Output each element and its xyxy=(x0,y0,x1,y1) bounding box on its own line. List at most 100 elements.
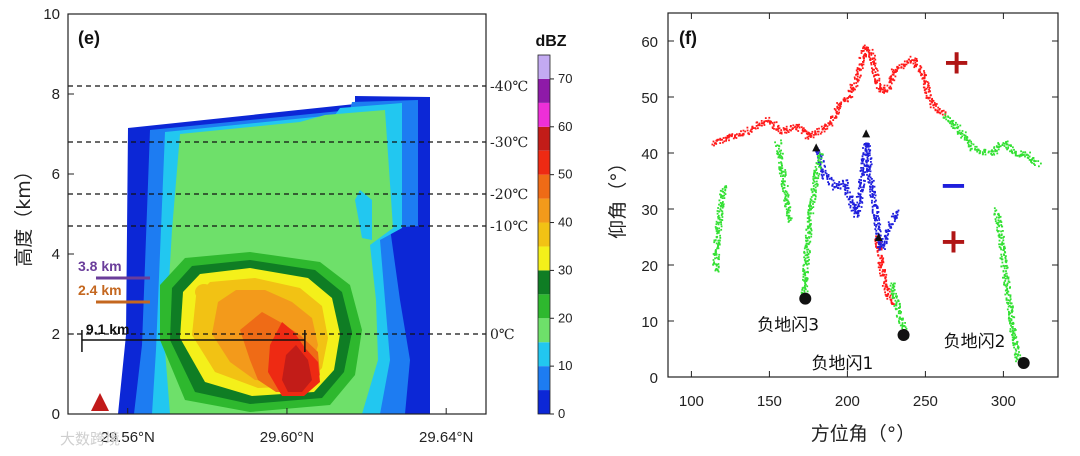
source-point xyxy=(856,201,859,204)
source-point xyxy=(877,74,880,76)
colorbar-segment-13 xyxy=(538,78,550,103)
source-point xyxy=(774,141,776,144)
source-point xyxy=(867,178,870,180)
source-point xyxy=(900,311,902,313)
source-point xyxy=(853,207,856,209)
source-point xyxy=(1004,280,1007,282)
source-point xyxy=(795,128,798,131)
source-point xyxy=(804,137,807,140)
source-point xyxy=(966,139,969,141)
source-point xyxy=(723,140,726,143)
source-point xyxy=(897,209,900,212)
source-point xyxy=(862,158,865,160)
source-point xyxy=(903,60,906,63)
source-point xyxy=(870,54,873,56)
source-point xyxy=(1021,154,1024,157)
source-point xyxy=(956,123,959,126)
source-point xyxy=(970,140,972,143)
source-point xyxy=(718,239,721,242)
source-point xyxy=(881,238,884,240)
source-point xyxy=(958,132,961,134)
source-point xyxy=(868,49,871,52)
source-point xyxy=(1003,276,1006,279)
isotherm-label: 0℃ xyxy=(490,327,515,343)
source-point xyxy=(967,143,970,146)
source-point xyxy=(881,263,883,266)
source-point xyxy=(802,127,805,130)
source-point xyxy=(1006,284,1009,287)
source-point xyxy=(954,123,956,126)
source-point xyxy=(952,119,955,122)
source-point xyxy=(739,134,742,137)
height-markers: 3.8 km2.4 km xyxy=(78,258,150,304)
source-point xyxy=(815,191,817,194)
source-point xyxy=(983,149,985,152)
source-point xyxy=(877,215,879,217)
source-point xyxy=(874,240,877,242)
source-point xyxy=(790,125,792,127)
source-point xyxy=(895,304,898,307)
source-point xyxy=(808,230,811,233)
source-point xyxy=(916,63,918,66)
source-point xyxy=(803,271,806,274)
source-point xyxy=(1005,255,1007,257)
source-point xyxy=(716,210,719,212)
source-point xyxy=(777,127,780,130)
source-point xyxy=(1000,265,1003,268)
source-point xyxy=(849,195,852,198)
colorbar-tick-label: 40 xyxy=(558,215,572,230)
source-point xyxy=(788,215,791,217)
source-point xyxy=(879,229,881,231)
source-point xyxy=(996,226,999,229)
source-point xyxy=(998,239,1001,242)
ground-strike-marker-0 xyxy=(799,292,812,305)
source-point xyxy=(890,299,892,301)
charge-symbol: + xyxy=(939,222,968,262)
source-point xyxy=(1006,140,1009,143)
source-point xyxy=(860,196,862,198)
source-point xyxy=(787,195,790,198)
source-point xyxy=(866,156,869,159)
panel-e: -40℃-30℃-20℃-10℃0℃ 3.8 km2.4 km 9.1 km 0… xyxy=(13,6,572,446)
source-point xyxy=(876,205,879,208)
source-point xyxy=(891,290,894,293)
source-point xyxy=(811,207,813,209)
source-point xyxy=(1013,353,1016,356)
source-point xyxy=(821,128,824,131)
source-point xyxy=(1024,155,1026,158)
source-point xyxy=(952,124,955,126)
source-point xyxy=(937,106,940,109)
source-point xyxy=(895,295,898,298)
panel-e-frame xyxy=(67,13,487,415)
source-point xyxy=(804,234,807,237)
source-point xyxy=(1016,343,1018,345)
source-point xyxy=(969,149,972,152)
source-point xyxy=(1004,257,1007,260)
source-point xyxy=(853,203,856,206)
source-point xyxy=(713,262,716,265)
source-point xyxy=(867,152,869,155)
colorbar-segment-3 xyxy=(538,318,550,343)
source-point xyxy=(918,70,921,72)
source-point xyxy=(835,116,838,119)
source-point xyxy=(896,213,899,216)
source-point xyxy=(943,117,946,119)
source-point xyxy=(803,252,806,254)
source-point xyxy=(870,163,873,166)
source-point xyxy=(827,181,829,183)
source-point xyxy=(782,182,784,185)
source-point xyxy=(784,193,787,196)
source-point xyxy=(892,73,895,76)
source-point xyxy=(1027,154,1030,157)
source-point xyxy=(856,215,859,218)
y-tick-label: 40 xyxy=(641,146,658,163)
source-point xyxy=(720,209,723,212)
source-point xyxy=(1012,327,1014,330)
source-point xyxy=(874,219,877,222)
source-point xyxy=(1010,149,1013,152)
source-point xyxy=(819,132,822,135)
source-point xyxy=(886,90,889,93)
source-point xyxy=(1008,316,1010,319)
source-point xyxy=(784,131,786,134)
source-point xyxy=(901,318,904,321)
